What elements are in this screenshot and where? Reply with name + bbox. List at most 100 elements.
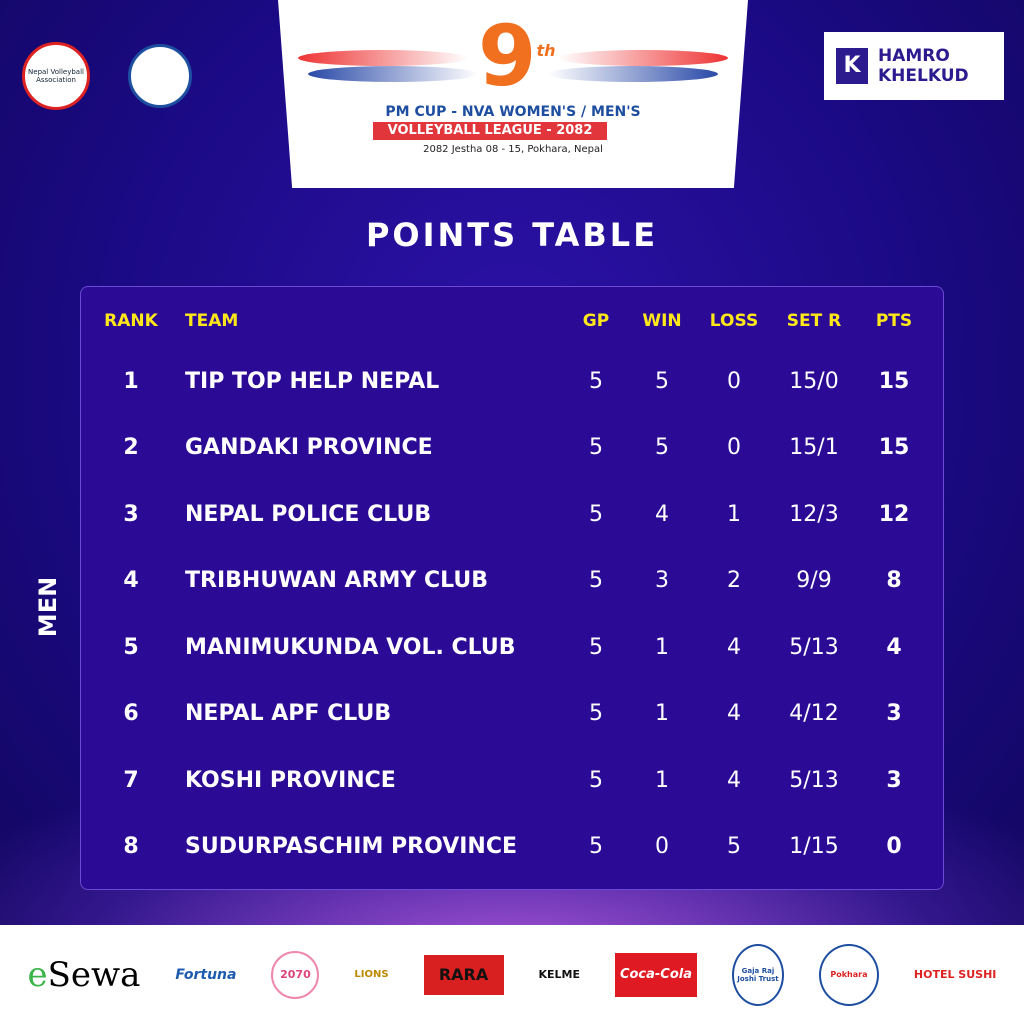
wave-left — [298, 50, 468, 66]
event-number-digit: 9 — [478, 7, 537, 105]
cell-set-ratio: 4/12 — [789, 701, 839, 726]
wave-right — [558, 50, 728, 66]
cell-wins: 1 — [655, 767, 669, 793]
cell-rank: 3 — [123, 501, 139, 527]
cell-points: 15 — [878, 368, 910, 394]
event-suffix: th — [536, 41, 556, 60]
sponsor-fortuna: Fortuna — [175, 966, 237, 983]
points-table: RANK TEAM GP WIN LOSS SET R PTS 1 TIP TOP… — [80, 286, 944, 890]
cell-losses: 5 — [727, 834, 741, 859]
nva-logo-text: Nepal Volleyball Association — [28, 68, 84, 84]
cell-games-played: 5 — [589, 568, 603, 593]
sponsor-rara: RARA — [423, 954, 504, 995]
table-row: 7 KOSHI PROVINCE 5 1 4 5/13 3 — [81, 760, 945, 800]
partner-line2: KHELKUD — [878, 66, 969, 86]
sponsor-lions: LIONS — [354, 969, 389, 980]
cell-team-name: MANIMUKUNDA VOL. CLUB — [185, 634, 516, 660]
cell-rank: 2 — [123, 435, 139, 460]
cell-wins: 3 — [655, 568, 669, 593]
wave-right-blue — [548, 66, 718, 82]
table-row: 5 MANIMUKUNDA VOL. CLUB 5 1 4 5/13 4 — [81, 627, 945, 667]
sponsor-trust: Gaja Raj Joshi Trust — [731, 943, 784, 1006]
event-league: VOLLEYBALL LEAGUE - 2082 — [373, 122, 607, 140]
cell-rank: 7 — [123, 767, 139, 793]
cell-wins: 5 — [655, 368, 669, 394]
sponsor-pokhara: Pokhara — [818, 943, 879, 1006]
cell-team-name: KOSHI PROVINCE — [185, 767, 396, 793]
cell-wins: 0 — [655, 834, 669, 859]
sponsor-bar: eeSewaSewa Fortuna 2070 LIONS RARA KELME… — [0, 925, 1024, 1024]
cell-set-ratio: 5/13 — [789, 767, 839, 793]
sponsor-kelme: KELME — [538, 968, 581, 981]
cell-points: 15 — [878, 435, 910, 460]
table-header: RANK TEAM GP WIN LOSS SET R PTS — [81, 301, 945, 341]
sponsor-foundation: 2070 — [271, 950, 320, 999]
cell-losses: 4 — [727, 767, 741, 793]
cell-set-ratio: 9/9 — [796, 568, 832, 593]
sponsor-esewa: eeSewaSewa — [27, 954, 141, 995]
nva-logo: Nepal Volleyball Association — [22, 42, 90, 110]
table-row: 4 TRIBHUWAN ARMY CLUB 5 3 2 9/9 8 — [81, 561, 945, 601]
cell-games-played: 5 — [589, 501, 603, 527]
table-row: 2 GANDAKI PROVINCE 5 5 0 15/1 15 — [81, 428, 945, 468]
cell-points: 12 — [878, 501, 910, 527]
col-rank: RANK — [104, 311, 158, 331]
cell-rank: 8 — [123, 834, 139, 859]
cell-wins: 1 — [655, 701, 669, 726]
cell-team-name: TIP TOP HELP NEPAL — [185, 368, 440, 394]
event-title: PM CUP - NVA WOMEN'S / MEN'S — [385, 104, 641, 120]
secondary-logo — [128, 44, 192, 108]
cell-losses: 2 — [727, 568, 741, 593]
cell-team-name: NEPAL POLICE CLUB — [185, 501, 432, 527]
event-banner: 9th PM CUP - NVA WOMEN'S / MEN'S VOLLEYB… — [278, 0, 748, 188]
sponsor-coca-cola: Coca-Cola — [614, 952, 697, 997]
table-row: 1 TIP TOP HELP NEPAL 5 5 0 15/0 15 — [81, 361, 945, 401]
hamro-khelkud-logo: K HAMRO KHELKUD — [824, 32, 1004, 100]
category-label: MEN — [34, 576, 62, 638]
cell-rank: 1 — [123, 368, 139, 394]
cell-points: 3 — [886, 767, 902, 793]
khelkud-mark-icon: K — [836, 48, 868, 84]
cell-team-name: SUDURPASCHIM PROVINCE — [185, 834, 518, 859]
cell-games-played: 5 — [589, 701, 603, 726]
cell-games-played: 5 — [589, 767, 603, 793]
sponsor-hotel-sushi: HOTEL SUSHI — [913, 968, 997, 981]
cell-rank: 6 — [123, 701, 139, 726]
cell-games-played: 5 — [589, 368, 603, 394]
event-number: 9th — [478, 14, 556, 98]
wave-left-blue — [308, 66, 478, 82]
col-win: WIN — [642, 311, 682, 331]
table-row: 8 SUDURPASCHIM PROVINCE 5 0 5 1/15 0 — [81, 827, 945, 867]
cell-losses: 4 — [727, 701, 741, 726]
cell-losses: 4 — [727, 634, 741, 660]
table-row: 6 NEPAL APF CLUB 5 1 4 4/12 3 — [81, 694, 945, 734]
col-gp: GP — [582, 311, 610, 331]
cell-games-played: 5 — [589, 634, 603, 660]
cell-rank: 5 — [123, 634, 139, 660]
cell-games-played: 5 — [589, 834, 603, 859]
cell-set-ratio: 15/1 — [789, 435, 839, 460]
table-row: 3 NEPAL POLICE CLUB 5 4 1 12/3 12 — [81, 494, 945, 534]
cell-points: 8 — [886, 568, 902, 593]
cell-set-ratio: 1/15 — [789, 834, 839, 859]
cell-rank: 4 — [123, 568, 139, 593]
esewa-e: e — [27, 954, 48, 995]
cell-set-ratio: 15/0 — [789, 368, 839, 394]
cell-wins: 4 — [655, 501, 669, 527]
cell-games-played: 5 — [589, 435, 603, 460]
col-team: TEAM — [185, 311, 239, 331]
col-loss: LOSS — [709, 311, 759, 331]
col-pts: PTS — [875, 311, 913, 331]
cell-points: 4 — [886, 634, 902, 660]
cell-team-name: NEPAL APF CLUB — [185, 701, 392, 726]
cell-points: 3 — [886, 701, 902, 726]
col-set-ratio: SET R — [786, 311, 842, 331]
cell-team-name: TRIBHUWAN ARMY CLUB — [185, 568, 489, 593]
cell-set-ratio: 12/3 — [789, 501, 839, 527]
partner-line1: HAMRO — [878, 46, 950, 66]
event-dates: 2082 Jestha 08 - 15, Pokhara, Nepal — [423, 144, 603, 155]
cell-losses: 1 — [727, 501, 741, 527]
page-title: POINTS TABLE — [365, 216, 659, 254]
cell-losses: 0 — [727, 368, 741, 394]
cell-wins: 5 — [655, 435, 669, 460]
